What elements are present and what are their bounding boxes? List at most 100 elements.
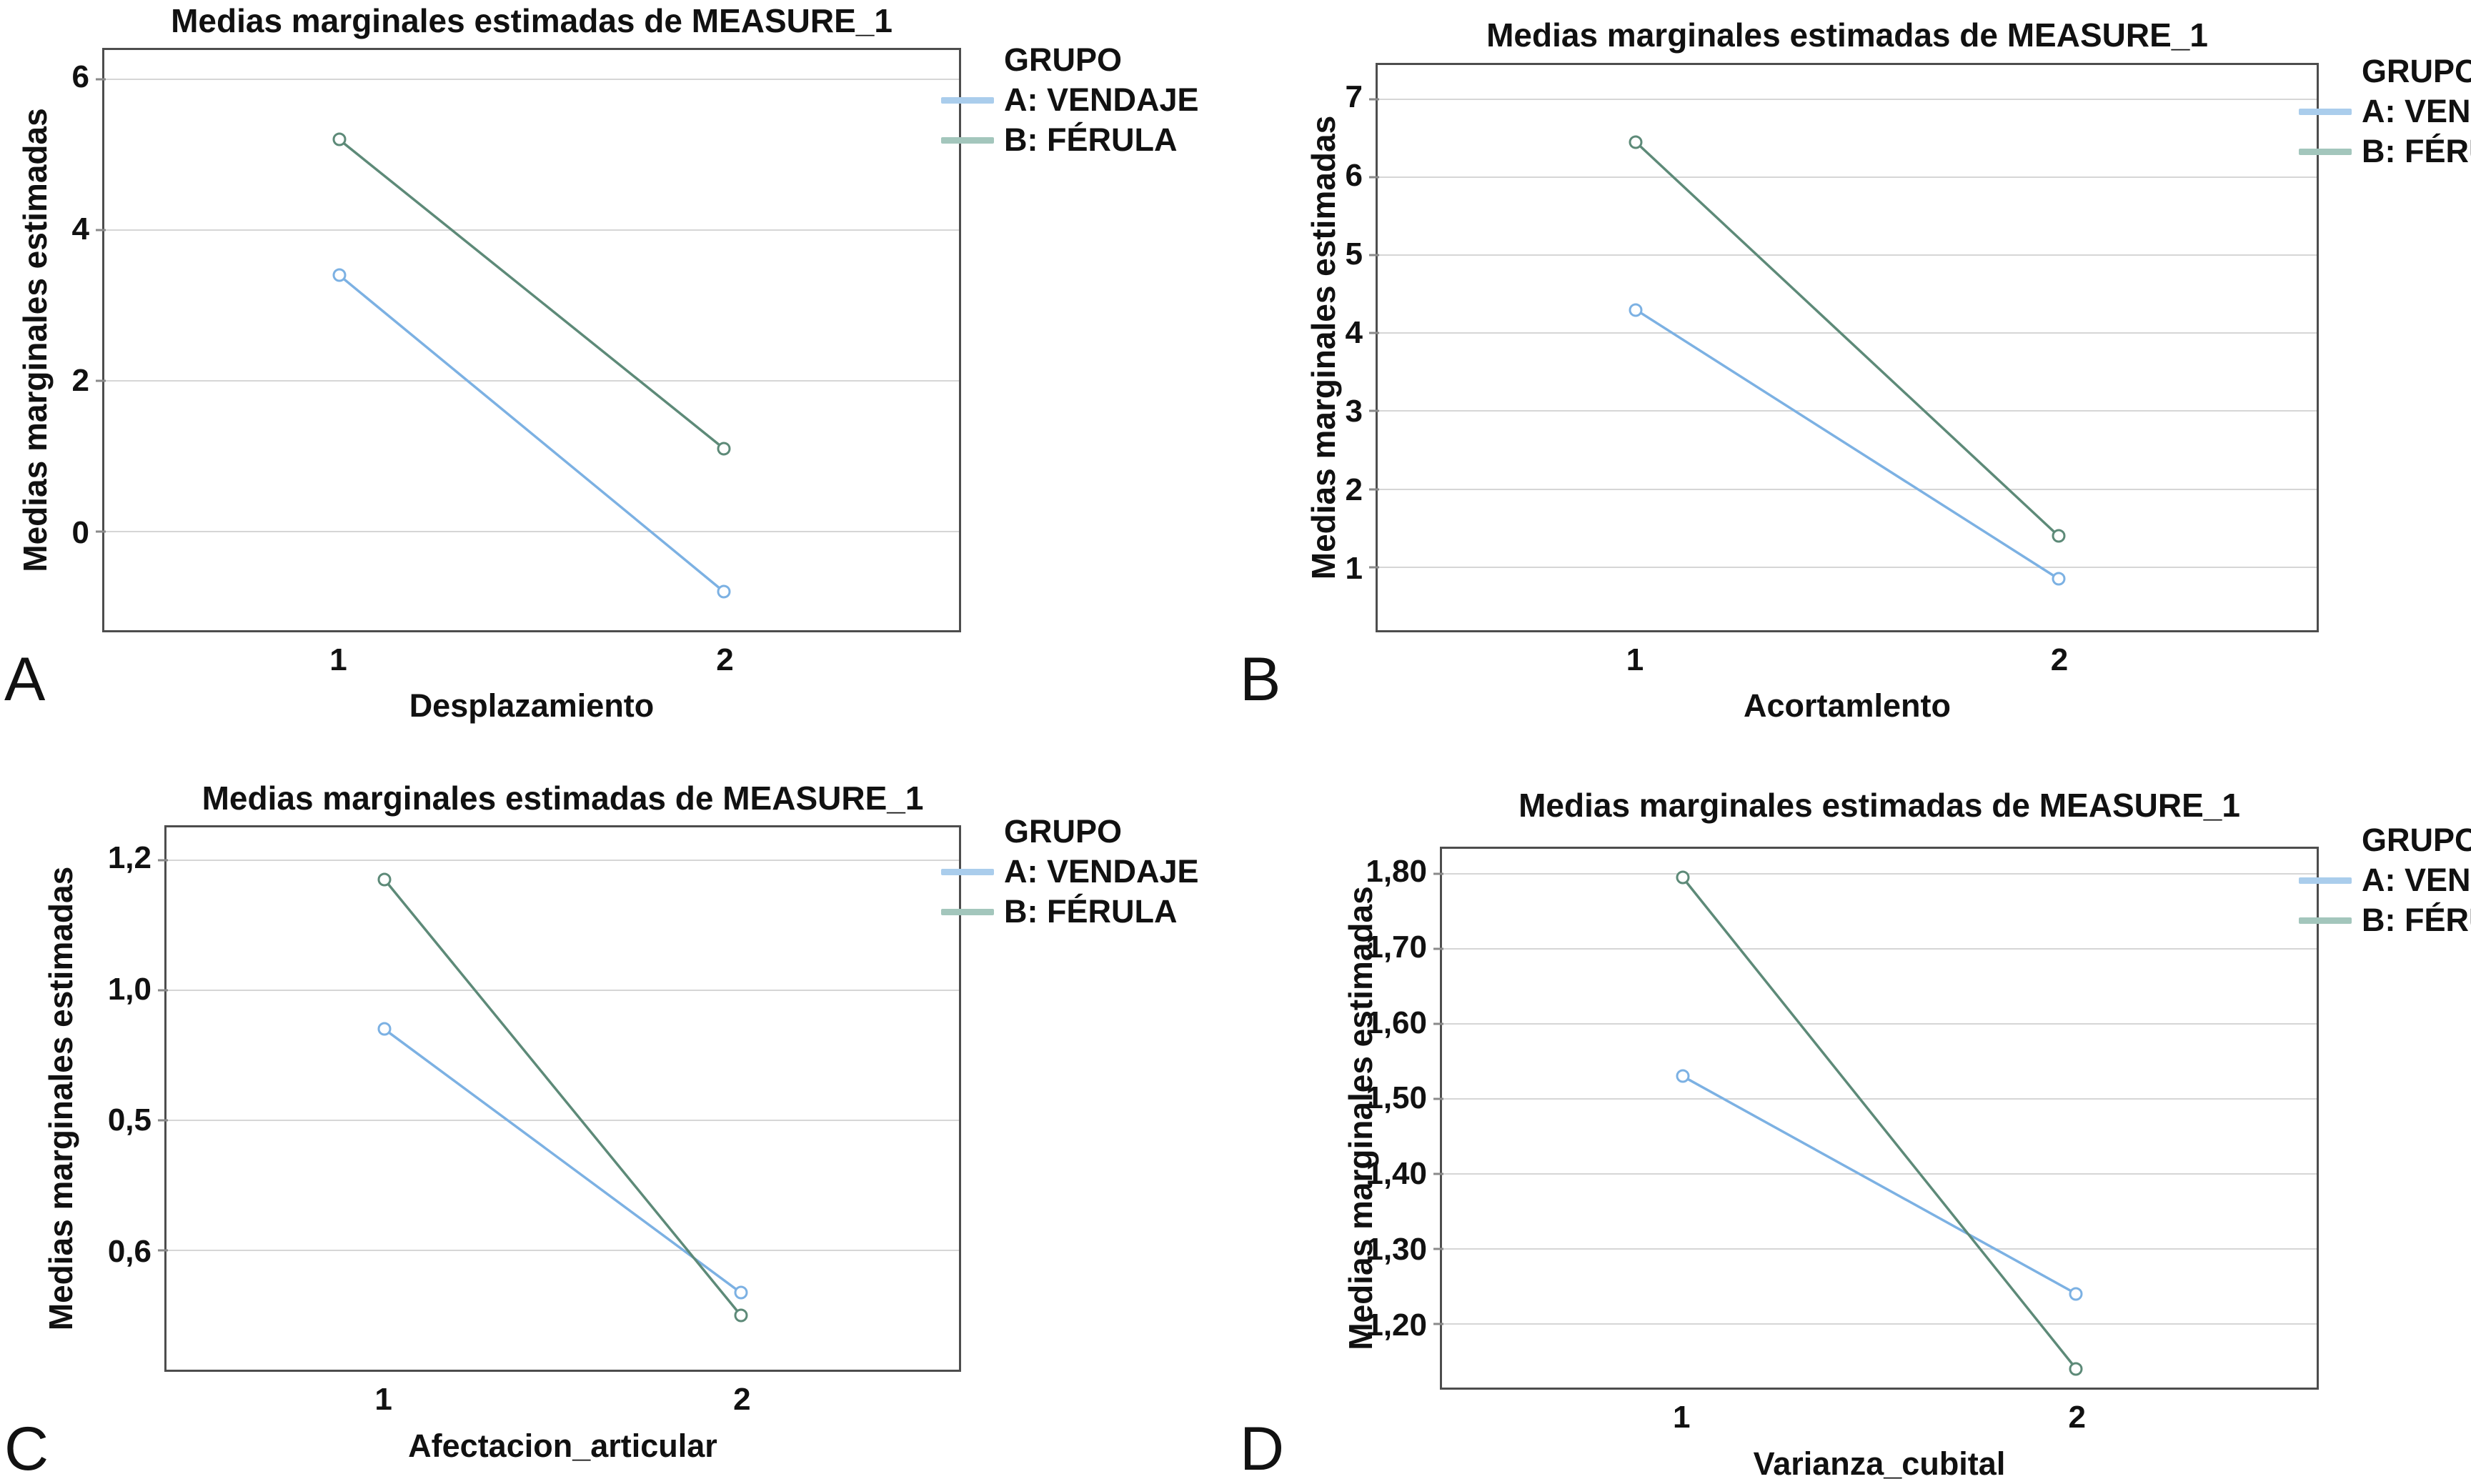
data-point-marker bbox=[717, 584, 731, 599]
chart-title: Medias marginales estimadas de MEASURE_1 bbox=[202, 780, 924, 817]
gridline bbox=[104, 379, 959, 382]
data-point-marker bbox=[377, 1022, 392, 1036]
y-tick-mark bbox=[158, 989, 168, 992]
legend-label-ferula: B: FÉRULA bbox=[2362, 902, 2471, 938]
gridline bbox=[1378, 566, 2317, 568]
y-tick-mark bbox=[1369, 488, 1379, 491]
y-tick-label: 1,60 bbox=[1366, 1005, 1427, 1040]
gridline bbox=[1442, 1248, 2317, 1250]
series-line bbox=[1683, 1076, 2077, 1294]
x-tick-label: 2 bbox=[716, 642, 734, 677]
legend-swatch-vendaje bbox=[941, 868, 994, 875]
x-tick-label: 1 bbox=[329, 642, 347, 677]
legend-title: GRUPO bbox=[1004, 41, 1123, 78]
x-axis-title: Desplazamiento bbox=[409, 687, 655, 724]
y-tick-mark bbox=[158, 1249, 168, 1252]
gridline bbox=[166, 1120, 959, 1122]
y-tick-mark bbox=[1433, 1248, 1443, 1250]
gridline bbox=[1378, 488, 2317, 490]
legend-item-ferula: B: FÉRULA bbox=[2299, 900, 2471, 940]
y-tick-label: 4 bbox=[1345, 315, 1363, 351]
x-tick-label: 2 bbox=[2050, 642, 2069, 677]
y-tick-label: 0,5 bbox=[107, 1102, 151, 1138]
legend-title: GRUPO bbox=[1004, 813, 1123, 850]
data-point-marker bbox=[2052, 529, 2066, 543]
series-line bbox=[384, 1029, 741, 1293]
y-tick-mark bbox=[1433, 1172, 1443, 1175]
y-tick-mark bbox=[1433, 1323, 1443, 1325]
plot-area bbox=[1369, 63, 2319, 632]
y-tick-label: 1,20 bbox=[1366, 1308, 1427, 1343]
y-tick-label: 2 bbox=[1345, 472, 1363, 508]
y-tick-label: 0 bbox=[71, 514, 89, 550]
series-line bbox=[1683, 877, 2077, 1369]
y-tick-label: 0,6 bbox=[107, 1233, 151, 1269]
panel-letter: B bbox=[1240, 645, 1281, 714]
gridline bbox=[1442, 947, 2317, 950]
y-tick-label: 1,50 bbox=[1366, 1080, 1427, 1116]
y-tick-label: 7 bbox=[1345, 79, 1363, 115]
y-tick-mark bbox=[1433, 872, 1443, 875]
y-tick-mark bbox=[158, 1119, 168, 1122]
y-tick-label: 1,2 bbox=[107, 840, 151, 875]
x-tick-label: 1 bbox=[1626, 642, 1644, 677]
panel-letter: D bbox=[1240, 1415, 1285, 1483]
legend-swatch-vendaje bbox=[941, 96, 994, 104]
data-point-marker bbox=[1629, 135, 1643, 149]
x-axis-title: Varianza_cubital bbox=[1753, 1445, 2006, 1482]
gridline bbox=[1378, 332, 2317, 334]
legend-swatch-ferula bbox=[941, 136, 994, 144]
plot-area bbox=[96, 48, 961, 632]
y-tick-mark bbox=[1433, 947, 1443, 950]
series-line bbox=[339, 139, 724, 448]
series-lines bbox=[1378, 65, 2317, 630]
series-lines bbox=[1442, 849, 2317, 1388]
series-lines bbox=[166, 827, 959, 1370]
x-axis-title: Afectacion_articular bbox=[408, 1428, 717, 1464]
legend-label-ferula: B: FÉRULA bbox=[1004, 121, 1178, 158]
y-tick-label: 4 bbox=[71, 211, 89, 246]
gridline bbox=[1442, 1323, 2317, 1325]
x-axis-title: Acortamlento bbox=[1743, 687, 1952, 724]
legend: GRUPO A: VENDAJE B: FÉRULA bbox=[941, 812, 1199, 932]
series-line bbox=[1636, 310, 2058, 579]
legend-swatch-vendaje bbox=[2299, 877, 2352, 884]
panel-B: Medias marginales estimadas de MEASURE_1… bbox=[1236, 0, 2471, 724]
gridline bbox=[166, 859, 959, 861]
legend-item-ferula: B: FÉRULA bbox=[2299, 131, 2471, 171]
y-tick-label: 3 bbox=[1345, 394, 1363, 429]
gridline bbox=[104, 229, 959, 231]
legend-item-ferula: B: FÉRULA bbox=[941, 892, 1199, 932]
x-tick-label: 2 bbox=[733, 1382, 751, 1417]
legend-item-ferula: B: FÉRULA bbox=[941, 120, 1199, 160]
x-tick-label: 2 bbox=[2068, 1400, 2086, 1435]
y-axis-ticks: 7 6 5 4 3 2 1 bbox=[1236, 63, 1363, 632]
gridline bbox=[1378, 254, 2317, 257]
y-tick-mark bbox=[1369, 98, 1379, 101]
y-tick-mark bbox=[1369, 332, 1379, 334]
data-point-marker bbox=[1629, 303, 1643, 317]
y-tick-label: 1,0 bbox=[107, 971, 151, 1007]
data-point-marker bbox=[377, 872, 392, 887]
y-tick-label: 1,40 bbox=[1366, 1156, 1427, 1192]
legend-item-vendaje: A: VENDAJE bbox=[2299, 91, 2471, 131]
data-point-marker bbox=[734, 1285, 748, 1300]
y-tick-mark bbox=[1369, 254, 1379, 257]
gridline bbox=[1378, 410, 2317, 412]
y-axis-ticks: 6 4 2 0 bbox=[0, 48, 89, 632]
legend-swatch-ferula bbox=[941, 908, 994, 915]
gridline bbox=[104, 79, 959, 81]
y-tick-mark bbox=[96, 530, 106, 533]
panel-letter: A bbox=[4, 645, 46, 714]
legend-swatch-ferula bbox=[2299, 917, 2352, 924]
legend-swatch-ferula bbox=[2299, 148, 2352, 155]
gridline bbox=[1442, 872, 2317, 875]
gridline bbox=[1442, 1172, 2317, 1175]
legend: GRUPO A: VENDAJE B: FÉRULA bbox=[2299, 51, 2471, 171]
gridline bbox=[1378, 99, 2317, 100]
legend-swatch-vendaje bbox=[2299, 108, 2352, 115]
plot-area bbox=[158, 825, 961, 1372]
